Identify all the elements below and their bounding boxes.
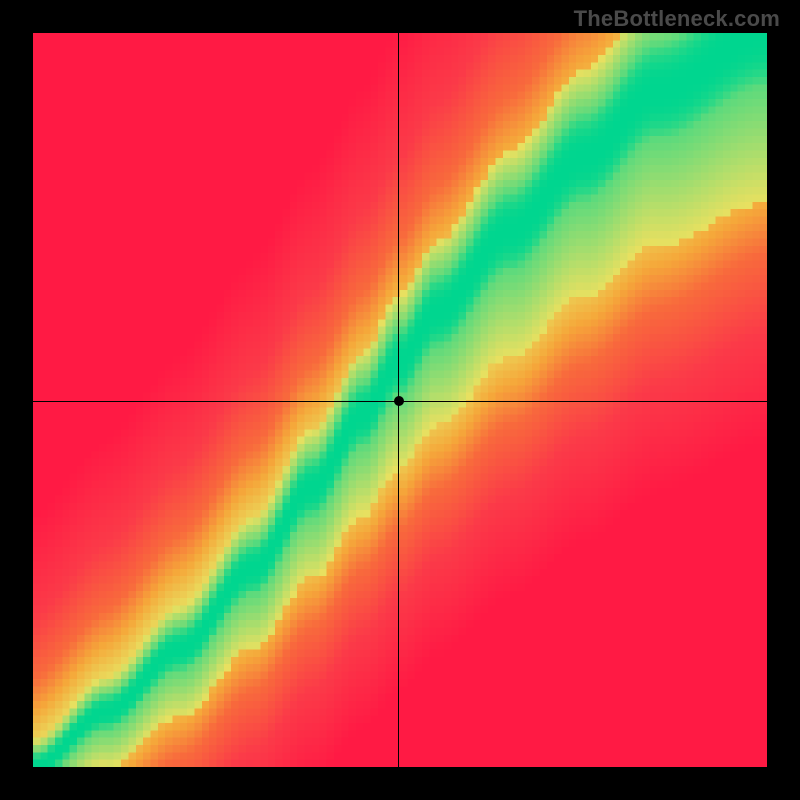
watermark-text: TheBottleneck.com [574,6,780,32]
heatmap-plot [33,33,767,767]
data-point-marker [394,396,404,406]
chart-container: TheBottleneck.com [0,0,800,800]
